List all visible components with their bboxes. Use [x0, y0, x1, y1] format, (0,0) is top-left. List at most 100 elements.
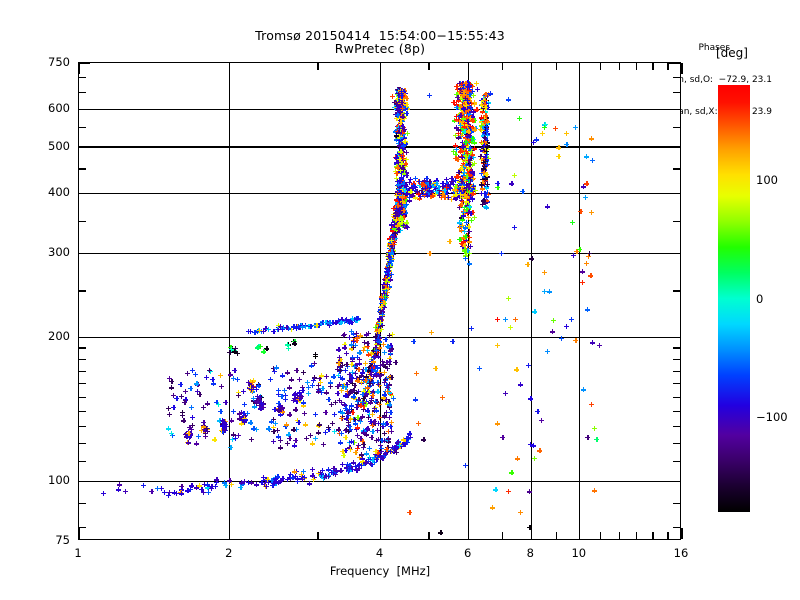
data-point [462, 462, 468, 468]
gridline-horizontal [79, 108, 680, 110]
data-point [382, 438, 388, 444]
data-point [407, 435, 413, 441]
data-point [230, 408, 236, 414]
data-point [363, 367, 369, 373]
data-point [335, 372, 341, 378]
data-point [323, 409, 329, 415]
data-point [348, 403, 354, 409]
data-point [351, 345, 357, 351]
data-point [165, 492, 171, 498]
data-point [382, 364, 388, 370]
data-point [505, 296, 511, 302]
data-point [403, 182, 409, 188]
gridline-vertical [467, 63, 470, 539]
data-point [393, 133, 399, 139]
data-point [280, 405, 285, 411]
y-axis-tick [673, 290, 680, 292]
data-point [343, 393, 349, 399]
data-point [247, 384, 253, 390]
y-axis-tick [79, 460, 86, 463]
data-point [238, 485, 244, 491]
gridline-vertical [579, 63, 581, 539]
data-point [255, 399, 261, 405]
data-point [505, 488, 511, 494]
data-point [293, 407, 299, 413]
data-point [368, 456, 374, 462]
data-point [300, 477, 306, 483]
data-point [189, 483, 195, 489]
x-axis-tick [428, 63, 430, 70]
data-point [247, 328, 253, 334]
data-point [278, 445, 283, 451]
data-point [389, 250, 395, 256]
data-point [166, 405, 172, 411]
data-point [179, 483, 185, 489]
data-point [185, 370, 191, 376]
data-point [235, 389, 241, 395]
data-point [484, 129, 490, 134]
data-point [520, 188, 526, 194]
x-axis-tick [530, 528, 532, 539]
data-point [189, 368, 195, 374]
data-point [383, 409, 389, 415]
x-axis-tick-label: 6 [464, 546, 472, 560]
y-axis-tick [669, 192, 680, 195]
data-point [169, 430, 174, 436]
data-point [357, 465, 363, 471]
data-point [354, 399, 360, 405]
x-axis-tick [636, 63, 638, 70]
data-point [268, 419, 274, 425]
data-point [594, 436, 600, 442]
data-point [350, 409, 356, 415]
data-point [339, 462, 345, 468]
data-point [502, 316, 508, 322]
data-point [505, 97, 511, 103]
x-axis-tick [229, 63, 231, 74]
x-axis-tick [667, 63, 669, 70]
data-point [487, 91, 493, 97]
x-axis-tick [652, 532, 654, 539]
data-point [238, 480, 244, 486]
data-point [266, 426, 272, 432]
data-point [165, 426, 171, 432]
data-point [336, 364, 342, 370]
data-point [203, 425, 209, 431]
data-point [362, 360, 368, 366]
y-axis-tick [79, 410, 86, 413]
data-point [404, 435, 410, 441]
data-point [392, 444, 398, 450]
data-point [373, 448, 379, 454]
data-point [328, 383, 334, 389]
data-point [379, 437, 385, 443]
data-point [474, 86, 480, 92]
colorbar-unit-label: [deg] [716, 46, 748, 60]
data-point [447, 238, 453, 244]
data-point [272, 420, 278, 426]
data-point [533, 137, 539, 143]
data-point [185, 440, 191, 446]
y-axis-tick-label: 400 [48, 185, 70, 200]
data-point [396, 226, 402, 232]
x-axis-tick-label: 10 [571, 546, 587, 560]
data-point [339, 317, 345, 323]
data-point [242, 412, 248, 418]
y-axis-tick [79, 527, 86, 529]
data-point [193, 441, 199, 447]
data-point [348, 388, 354, 394]
data-point [327, 320, 333, 326]
data-point [179, 393, 185, 399]
data-point [199, 486, 205, 492]
data-point [359, 459, 365, 465]
data-point [310, 382, 316, 388]
data-point [329, 401, 335, 407]
data-point [375, 354, 381, 360]
data-point [385, 436, 391, 442]
data-point [511, 224, 517, 230]
data-point [376, 328, 382, 334]
data-point [214, 400, 220, 406]
data-point [367, 461, 373, 467]
data-point [140, 482, 146, 488]
data-point [376, 339, 382, 345]
data-point [301, 411, 307, 417]
data-point [188, 385, 194, 391]
